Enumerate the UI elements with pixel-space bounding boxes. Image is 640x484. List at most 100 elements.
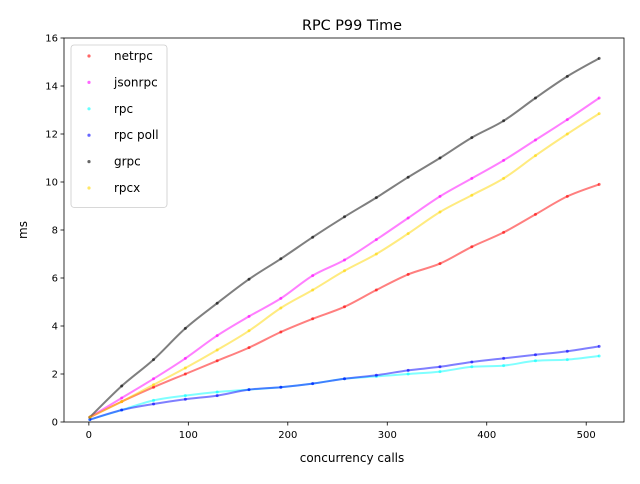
- data-point-jsonrpc-14: [533, 138, 537, 142]
- data-point-grpc-9: [374, 196, 378, 200]
- data-point-rpcx-7: [311, 288, 315, 292]
- data-point-netrpc-11: [438, 262, 442, 266]
- data-point-rpc-poll-4: [215, 394, 219, 398]
- data-point-rpcx-4: [215, 348, 219, 352]
- series-rpcx: [88, 112, 601, 419]
- legend-marker-rpc: [87, 107, 91, 111]
- data-point-grpc-3: [183, 326, 187, 330]
- x-tick-label: 100: [179, 430, 198, 441]
- data-point-rpc-poll-14: [533, 353, 537, 357]
- axis-ticks: 0 100 200 300 400 500 0 2 4 6 8 10 12 14 16: [45, 34, 595, 441]
- data-point-netrpc-5: [247, 346, 251, 350]
- data-point-rpcx-0: [88, 415, 92, 419]
- data-point-rpc-poll-8: [343, 377, 346, 381]
- legend-label-netrpc: netrpc: [114, 49, 153, 63]
- data-point-rpcx-15: [565, 132, 569, 136]
- data-point-rpc-poll-11: [438, 365, 442, 369]
- series-jsonrpc: [88, 96, 601, 419]
- data-point-rpc-poll-3: [183, 397, 187, 401]
- data-point-rpc-13: [502, 364, 506, 368]
- data-point-rpc-poll-6: [279, 385, 283, 389]
- data-point-netrpc-14: [533, 212, 537, 216]
- data-point-netrpc-2: [152, 385, 156, 389]
- legend-marker-netrpc: [87, 54, 91, 58]
- legend-label-grpc: grpc: [114, 155, 141, 169]
- data-point-jsonrpc-13: [502, 158, 506, 162]
- data-point-rpcx-1: [120, 400, 124, 404]
- plot-area: [88, 56, 601, 422]
- y-tick-label: 6: [52, 274, 58, 285]
- data-point-jsonrpc-11: [438, 194, 442, 198]
- data-point-grpc-15: [565, 74, 569, 78]
- data-point-rpc-poll-5: [247, 388, 251, 392]
- data-point-jsonrpc-12: [470, 176, 474, 180]
- data-point-netrpc-8: [343, 305, 346, 309]
- data-point-rpcx-16: [597, 112, 601, 116]
- y-axis-label: ms: [16, 221, 30, 239]
- data-point-rpcx-3: [183, 366, 187, 370]
- data-point-rpc-poll-13: [502, 356, 506, 360]
- data-point-grpc-14: [533, 96, 537, 100]
- data-point-jsonrpc-6: [279, 296, 283, 300]
- y-tick-label: 2: [52, 370, 58, 381]
- data-point-jsonrpc-5: [247, 314, 251, 318]
- y-tick-label: 12: [45, 130, 58, 141]
- data-point-rpc-3: [183, 394, 187, 398]
- y-tick-label: 0: [52, 418, 58, 429]
- data-point-rpc-4: [215, 390, 219, 394]
- x-tick-label: 400: [477, 430, 496, 441]
- data-point-netrpc-3: [183, 372, 187, 376]
- data-point-grpc-11: [438, 156, 442, 160]
- legend-marker-rpc-poll: [87, 133, 91, 137]
- data-point-netrpc-7: [311, 317, 315, 321]
- data-point-netrpc-12: [470, 245, 474, 249]
- data-point-rpc-11: [438, 370, 442, 374]
- legend-label-rpc: rpc: [114, 102, 133, 116]
- data-point-rpc-16: [597, 354, 601, 358]
- series-grpc: [88, 56, 601, 419]
- data-point-grpc-12: [470, 136, 474, 140]
- data-point-netrpc-13: [502, 230, 506, 234]
- data-point-jsonrpc-1: [120, 396, 124, 400]
- x-axis-label: concurrency calls: [300, 451, 405, 465]
- legend-label-rpc-poll: rpc poll: [114, 128, 159, 142]
- data-point-jsonrpc-4: [215, 334, 219, 338]
- data-point-rpcx-13: [502, 176, 506, 180]
- data-point-rpcx-10: [406, 232, 410, 236]
- data-point-netrpc-16: [597, 182, 601, 186]
- legend-label-rpcx: rpcx: [114, 181, 140, 195]
- data-point-rpcx-11: [438, 210, 442, 214]
- data-point-grpc-13: [502, 119, 506, 123]
- data-point-rpc-poll-9: [374, 373, 378, 377]
- data-point-rpcx-14: [533, 154, 537, 158]
- data-point-jsonrpc-10: [406, 216, 410, 220]
- data-point-grpc-10: [406, 175, 410, 179]
- data-point-rpcx-2: [152, 383, 156, 387]
- data-point-grpc-2: [152, 358, 156, 362]
- data-point-grpc-5: [247, 277, 251, 281]
- data-point-rpc-14: [533, 359, 537, 363]
- data-point-rpc-poll-12: [470, 360, 474, 364]
- legend-label-jsonrpc: jsonrpc: [113, 75, 158, 89]
- data-point-netrpc-9: [374, 288, 378, 292]
- y-tick-label: 4: [52, 322, 58, 333]
- legend-marker-jsonrpc: [87, 80, 91, 84]
- data-point-rpc-poll-2: [152, 402, 156, 406]
- data-point-jsonrpc-16: [597, 96, 601, 100]
- y-tick-label: 8: [52, 226, 58, 237]
- data-point-rpc-10: [406, 372, 410, 376]
- data-point-grpc-7: [311, 235, 315, 239]
- data-point-grpc-4: [215, 301, 219, 305]
- data-point-rpcx-6: [279, 306, 283, 310]
- legend: netrpc jsonrpc rpc rpc poll grpc rpcx: [70, 44, 168, 208]
- data-point-grpc-16: [597, 56, 601, 60]
- legend-marker-rpcx: [87, 186, 91, 190]
- y-tick-label: 14: [45, 82, 58, 93]
- y-tick-label: 16: [45, 34, 58, 45]
- x-tick-label: 500: [577, 430, 596, 441]
- data-point-grpc-8: [343, 215, 346, 219]
- chart-title: RPC P99 Time: [302, 18, 402, 34]
- x-tick-label: 200: [278, 430, 297, 441]
